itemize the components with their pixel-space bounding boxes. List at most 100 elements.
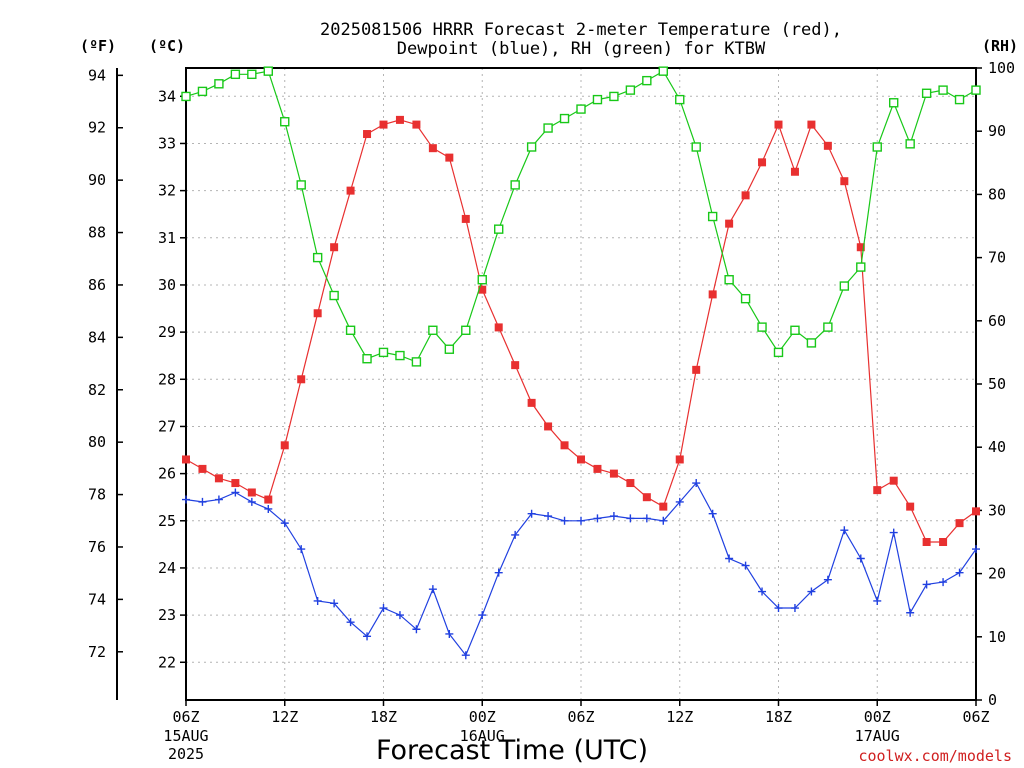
- celsius-tick-label: 25: [158, 512, 176, 530]
- rh-point: [296, 180, 306, 190]
- fahrenheit-tick-label: 82: [88, 381, 106, 399]
- x-tick-label: 06Z: [172, 708, 199, 726]
- rh-tick-label: 10: [988, 628, 1006, 646]
- rh-point: [658, 66, 668, 76]
- dewpoint-point: [593, 514, 602, 523]
- temperature-point: [363, 130, 372, 139]
- rh-point: [609, 91, 619, 102]
- rh-tick-label: 20: [988, 565, 1006, 583]
- rh-point: [724, 275, 734, 285]
- temperature-point: [922, 538, 931, 546]
- dewpoint-point: [972, 545, 980, 554]
- dewpoint-point: [346, 618, 355, 627]
- dewpoint-point: [478, 611, 487, 620]
- rh-point: [707, 211, 718, 222]
- x-tick-label: 12Z: [666, 708, 693, 726]
- rh-point: [691, 142, 701, 152]
- celsius-tick-label: 28: [158, 370, 176, 388]
- fahrenheit-tick-label: 94: [88, 66, 106, 84]
- temperature-point: [182, 455, 190, 464]
- temperature-point: [856, 243, 865, 252]
- rh-point: [263, 66, 273, 76]
- rh-point: [329, 290, 339, 301]
- celsius-tick-label: 31: [158, 229, 176, 247]
- dewpoint-point: [856, 554, 865, 563]
- rh-point: [576, 104, 586, 114]
- x-tick-date-label: 15AUG: [163, 727, 208, 745]
- temperature-point: [889, 476, 898, 485]
- temperature-point: [461, 214, 470, 223]
- chart-title-line-1: 2025081506 HRRR Forecast 2-meter Tempera…: [320, 20, 842, 40]
- fahrenheit-tick-label: 86: [88, 276, 106, 294]
- dewpoint-point: [675, 497, 684, 506]
- fahrenheit-tick-label: 72: [88, 643, 106, 661]
- rh-point: [280, 117, 290, 127]
- rh-point: [839, 281, 850, 291]
- rh-point: [592, 94, 603, 105]
- temperature-point: [346, 186, 355, 195]
- dewpoint-point: [264, 504, 273, 513]
- x-tick-label: 18Z: [765, 708, 792, 726]
- rh-point: [757, 322, 767, 332]
- dewpoint-point: [725, 554, 734, 563]
- dewpoint-line: [185, 481, 977, 657]
- rh-point: [921, 88, 932, 98]
- temperature-point: [955, 519, 964, 528]
- temperature-point: [527, 398, 536, 407]
- rh-point: [543, 123, 553, 133]
- rh-point: [559, 113, 570, 124]
- rh-point: [181, 91, 191, 102]
- temperature-point: [577, 455, 585, 464]
- temperature-point: [873, 486, 882, 495]
- data-series: [181, 66, 981, 660]
- dewpoint-point: [313, 596, 322, 605]
- dewpoint-point: [840, 526, 849, 535]
- chart-title-line-2: Dewpoint (blue), RH (green) for KTBW: [397, 39, 766, 59]
- temperature-point: [428, 144, 437, 153]
- rh-tick-label: 60: [988, 312, 1006, 330]
- fahrenheit-tick-label: 80: [88, 433, 106, 451]
- celsius-tick-label: 22: [158, 653, 176, 671]
- temperature-point: [741, 191, 750, 200]
- x-tick-date-label: 16AUG: [460, 727, 505, 745]
- rh-unit-label: (RH): [982, 37, 1018, 55]
- dewpoint-point: [692, 479, 701, 488]
- dewpoint-point: [363, 632, 372, 641]
- celsius-tick-label: 26: [158, 465, 176, 483]
- dewpoint-point: [642, 514, 651, 523]
- rh-point: [971, 85, 981, 95]
- x-tick-label: 18Z: [370, 708, 397, 726]
- temperature-point: [790, 167, 799, 176]
- temperature-point: [725, 219, 734, 228]
- rh-point: [642, 75, 652, 86]
- temperature-point: [708, 290, 717, 299]
- temperature-point: [758, 158, 767, 167]
- dewpoint-point: [741, 561, 750, 570]
- rh-point: [889, 98, 899, 108]
- x-axis-label: Forecast Time (UTC): [376, 735, 648, 766]
- temperature-point: [560, 441, 569, 450]
- dewpoint-point: [922, 580, 931, 589]
- celsius-tick-label: 33: [158, 134, 176, 152]
- rh-point: [526, 142, 537, 152]
- dewpoint-point: [807, 587, 816, 596]
- dewpoint-point: [428, 585, 437, 594]
- dewpoint-point: [609, 512, 618, 521]
- temperature-point: [264, 495, 273, 504]
- fahrenheit-unit-label: (ºF): [80, 37, 116, 55]
- rh-point: [230, 69, 241, 80]
- celsius-tick-label: 27: [158, 417, 176, 435]
- temperature-point: [807, 120, 816, 129]
- celsius-tick-label: 24: [158, 559, 176, 577]
- fahrenheit-tick-label: 76: [88, 538, 106, 556]
- dewpoint-point: [774, 604, 783, 613]
- temperature-point: [297, 375, 306, 384]
- rh-tick-label: 70: [988, 249, 1006, 267]
- rh-point: [477, 275, 487, 285]
- temperature-point: [939, 538, 948, 546]
- rh-point: [345, 325, 356, 335]
- dewpoint-point: [214, 495, 223, 504]
- x-tick-label: 06Z: [962, 708, 989, 726]
- dewpoint-point: [494, 568, 503, 577]
